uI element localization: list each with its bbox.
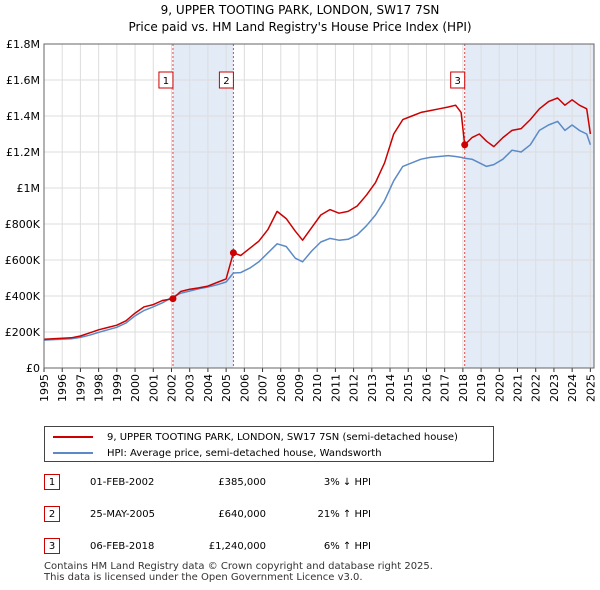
footer-licence: This data is licensed under the Open Gov… (44, 572, 363, 583)
x-tick-label-24: 2019 (475, 374, 488, 402)
sale-hpi-1: 3% ↓ HPI (323, 476, 371, 488)
legend-item-hpi: HPI: Average price, semi-detached house,… (53, 445, 382, 461)
x-tick-label-28: 2023 (548, 374, 561, 402)
x-tick-label-26: 2021 (512, 374, 525, 402)
legend-label-hpi: HPI: Average price, semi-detached house,… (107, 447, 382, 459)
legend-swatch-property (53, 436, 93, 438)
x-tick-label-4: 1999 (111, 374, 124, 402)
sale-hpi-3: 6% ↑ HPI (323, 540, 371, 552)
sale-date-1: 01-FEB-2002 (90, 476, 155, 488)
x-tick-label-14: 2009 (293, 374, 306, 402)
sale-box-label-2: 2 (223, 76, 229, 87)
sale-price-3: £1,240,000 (208, 540, 266, 552)
x-tick-label-27: 2022 (530, 374, 543, 402)
price-chart: £0 £200K £400K £600K £800K £1M £1.2M £1.4M £1.6M… (5, 38, 598, 402)
x-tick-label-16: 2011 (329, 374, 342, 402)
y-tick-label-0: £0 (26, 362, 40, 375)
y-tick-label-7: £1.4M (6, 110, 40, 123)
x-tick-label-29: 2024 (566, 374, 579, 402)
x-tick-label-25: 2020 (493, 374, 506, 402)
x-tick-label-22: 2017 (439, 374, 452, 402)
x-tick-label-21: 2016 (420, 374, 433, 402)
series-line-hpi (43, 120, 592, 341)
x-tick-label-8: 2003 (184, 374, 197, 402)
x-tick-label-0: 1995 (38, 374, 51, 402)
sale-box-label-1: 1 (163, 76, 169, 87)
sale-marker-1 (169, 295, 177, 303)
shaded-range-2 (464, 44, 594, 368)
x-tick-label-20: 2015 (402, 374, 415, 402)
sale-box-label-3: 3 (455, 76, 461, 87)
sale-marker-3 (461, 141, 469, 149)
legend-label-property: 9, UPPER TOOTING PARK, LONDON, SW17 7SN … (107, 431, 458, 443)
legend: 9, UPPER TOOTING PARK, LONDON, SW17 7SN … (44, 426, 494, 462)
chart-title-line2: Price paid vs. HM Land Registry's House … (128, 20, 472, 34)
sale-price-2: £640,000 (218, 508, 266, 520)
y-tick-label-5: £1M (17, 182, 41, 195)
x-tick-label-3: 1998 (93, 374, 106, 402)
sale-badge-2: 2 (44, 506, 60, 522)
x-tick-label-7: 2002 (165, 374, 178, 402)
x-tick-label-17: 2012 (348, 374, 361, 402)
x-tick-label-1: 1996 (56, 374, 69, 402)
y-tick-label-3: £600K (5, 254, 41, 267)
x-tick-label-11: 2006 (238, 374, 251, 402)
series-line-property (43, 97, 592, 340)
x-tick-label-13: 2008 (275, 374, 288, 402)
chart-title-line1: 9, UPPER TOOTING PARK, LONDON, SW17 7SN (160, 3, 440, 17)
sale-row-1: 1 01-FEB-2002 £385,000 3% ↓ HPI (44, 473, 371, 491)
shaded-range-1 (172, 44, 234, 368)
x-tick-label-19: 2014 (384, 374, 397, 402)
y-tick-label-9: £1.8M (6, 38, 40, 51)
footer-copyright: Contains HM Land Registry data © Crown c… (44, 561, 433, 572)
x-tick-label-30: 2025 (584, 374, 597, 402)
x-tick-label-5: 2000 (129, 374, 142, 402)
x-tick-label-15: 2010 (311, 374, 324, 402)
y-tick-label-4: £800K (5, 218, 41, 231)
legend-swatch-hpi (53, 452, 93, 454)
x-tick-label-12: 2007 (257, 374, 270, 402)
sale-box-3 (450, 71, 466, 89)
legend-item-property: 9, UPPER TOOTING PARK, LONDON, SW17 7SN … (53, 429, 458, 445)
x-tick-label-23: 2018 (457, 374, 470, 402)
y-tick-label-8: £1.6M (6, 74, 40, 87)
sale-marker-2 (229, 249, 237, 257)
x-tick-label-9: 2004 (202, 374, 215, 402)
sale-date-2: 25-MAY-2005 (90, 508, 156, 520)
y-tick-label-6: £1.2M (6, 146, 40, 159)
x-tick-label-10: 2005 (220, 374, 233, 402)
sale-date-3: 06-FEB-2018 (90, 540, 155, 552)
sale-row-3: 3 06-FEB-2018 £1,240,000 6% ↑ HPI (44, 537, 371, 555)
y-tick-label-1: £200K (5, 326, 41, 339)
y-tick-label-2: £400K (5, 290, 41, 303)
sale-box-1 (158, 71, 174, 89)
x-tick-label-6: 2001 (147, 374, 160, 402)
sale-box-2 (218, 71, 234, 89)
x-tick-label-2: 1997 (74, 374, 87, 402)
sale-badge-3: 3 (44, 538, 60, 554)
sale-row-2: 2 25-MAY-2005 £640,000 21% ↑ HPI (44, 505, 371, 523)
sale-badge-1: 1 (44, 474, 60, 490)
plot-frame (43, 43, 595, 369)
sale-hpi-2: 21% ↑ HPI (317, 508, 371, 520)
sale-price-1: £385,000 (218, 476, 266, 488)
x-tick-label-18: 2013 (366, 374, 379, 402)
